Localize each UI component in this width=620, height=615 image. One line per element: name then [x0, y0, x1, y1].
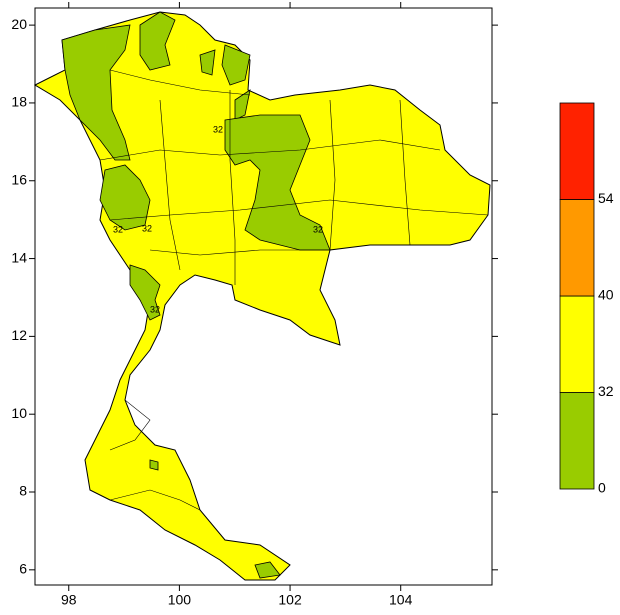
y-tick-label: 14 — [11, 249, 27, 265]
contour-labels: 32 32 32 32 32 — [113, 124, 323, 314]
green-zones — [61, 11, 331, 579]
colorbar-band — [559, 295, 595, 393]
colorbar-label: 54 — [598, 190, 614, 206]
contour-label: 32 — [142, 223, 152, 233]
y-tick-label: 8 — [19, 483, 27, 499]
y-tick-label: 20 — [11, 16, 27, 32]
y-tick-label: 10 — [11, 405, 27, 421]
x-tick-label: 98 — [61, 592, 77, 608]
land — [33, 11, 491, 581]
colorbar-band — [559, 102, 595, 200]
colorbar-label: 32 — [598, 383, 614, 399]
contour-label: 32 — [113, 224, 123, 234]
y-tick-label: 16 — [11, 171, 27, 187]
colorbar-band — [559, 392, 595, 490]
colorbar: 0 32 40 54 — [559, 102, 614, 496]
x-tick-label: 104 — [389, 592, 413, 608]
y-tick-label: 12 — [11, 327, 27, 343]
y-tick-label: 6 — [19, 561, 27, 577]
contour-label: 32 — [213, 124, 223, 134]
x-tick-label: 100 — [168, 592, 192, 608]
colorbar-label: 40 — [598, 287, 614, 303]
colorbar-label: 0 — [598, 480, 606, 496]
x-tick-label: 102 — [278, 592, 302, 608]
contour-label: 32 — [150, 304, 160, 314]
y-tick-label: 18 — [11, 94, 27, 110]
province-borders — [99, 69, 489, 511]
axes: 98 100 102 104 6 8 10 12 14 16 18 20 — [11, 2, 498, 608]
contour-label: 32 — [313, 224, 323, 234]
colorbar-band — [559, 199, 595, 297]
